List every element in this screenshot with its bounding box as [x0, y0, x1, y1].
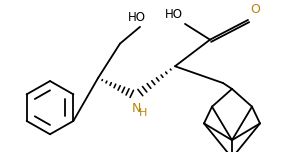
Text: HO: HO: [128, 11, 146, 24]
Text: N: N: [131, 102, 141, 115]
Text: HO: HO: [165, 8, 183, 21]
Text: H: H: [139, 108, 147, 118]
Text: O: O: [250, 3, 260, 16]
